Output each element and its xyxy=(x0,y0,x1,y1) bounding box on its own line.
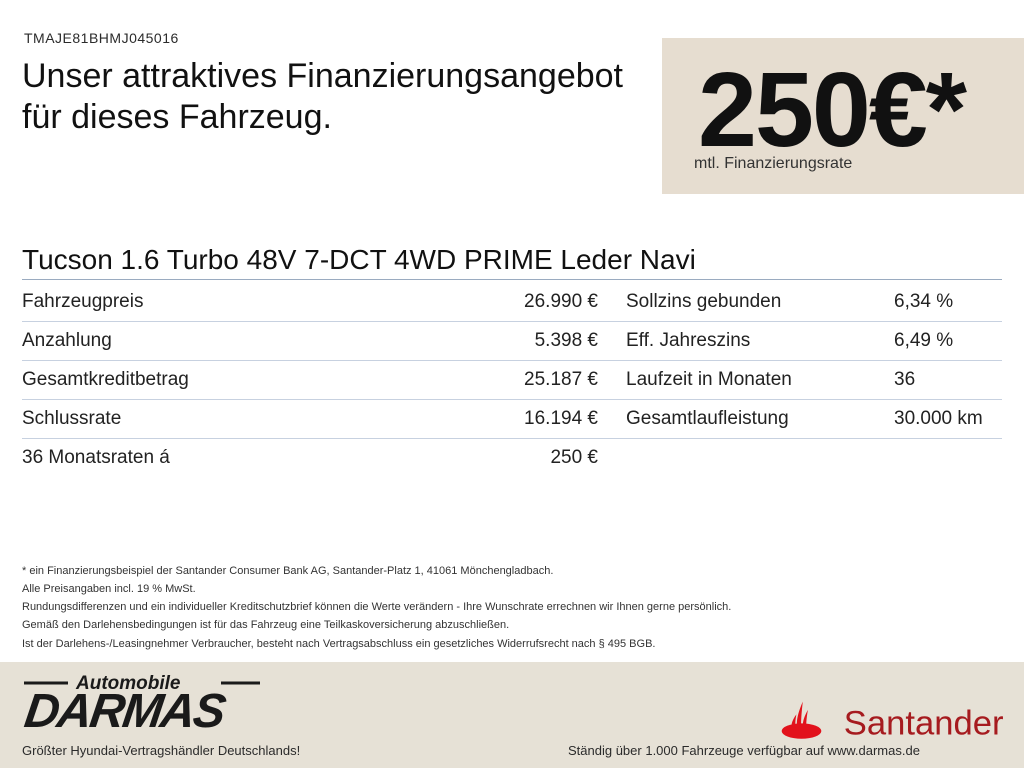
svg-text:DARMAS: DARMAS xyxy=(21,684,229,738)
svg-text:Santander: Santander xyxy=(844,705,1003,743)
